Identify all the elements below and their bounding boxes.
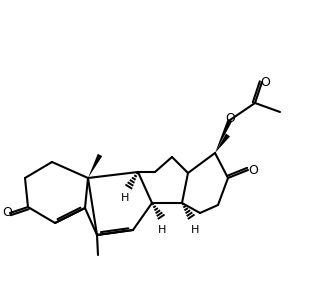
Polygon shape: [215, 119, 232, 153]
Text: H: H: [191, 225, 199, 235]
Text: O: O: [248, 164, 258, 176]
Polygon shape: [215, 133, 230, 153]
Text: H: H: [121, 193, 129, 203]
Text: O: O: [225, 112, 235, 124]
Text: H: H: [158, 225, 166, 235]
Polygon shape: [88, 154, 102, 178]
Text: O: O: [260, 76, 270, 88]
Text: O: O: [2, 206, 12, 220]
